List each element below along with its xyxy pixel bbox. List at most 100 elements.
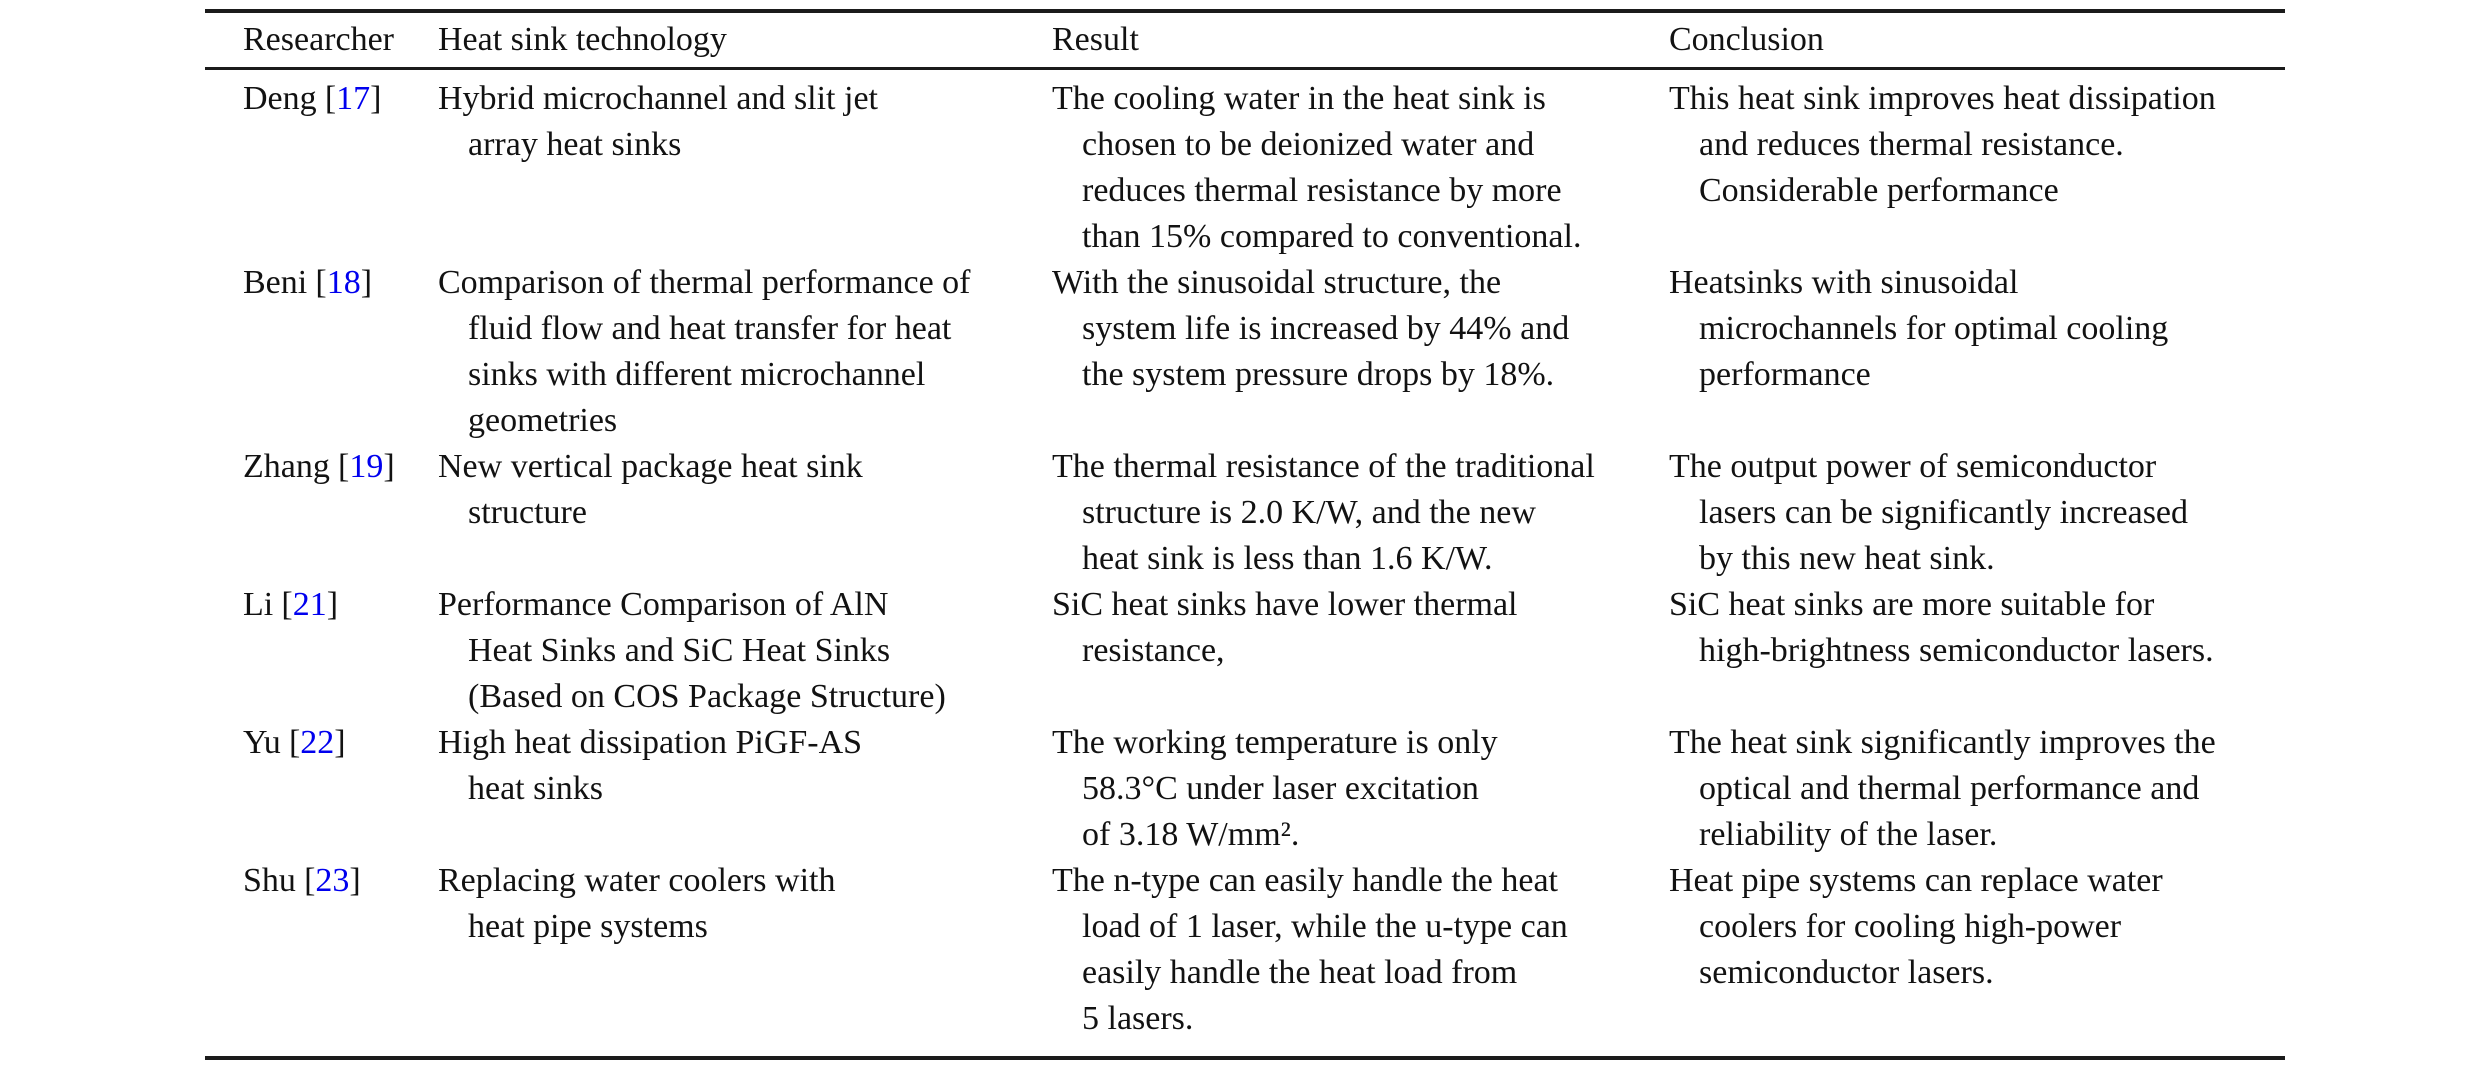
cell-text-line: reduces thermal resistance by more: [1082, 172, 1562, 209]
column-header-researcher: Researcher: [243, 21, 395, 58]
cell-text-line: SiC heat sinks are more suitable for: [1669, 586, 2155, 623]
result-cell: The thermal resistance of the traditiona…: [1052, 444, 1669, 582]
result-cell: SiC heat sinks have lower thermal resista…: [1052, 582, 1669, 674]
cell-text-line: 58.3°C under laser excitation: [1082, 770, 1479, 807]
cell-text-line: Performance Comparison of AlN: [438, 586, 889, 623]
researcher-cell: Beni [18]: [205, 260, 438, 306]
column-header-result: Result: [1052, 21, 1139, 58]
table-row: Shu [23] Replacing water coolers with heat…: [205, 858, 2285, 1042]
cell-text-line: array heat sinks: [468, 126, 682, 163]
researcher-name: Shu: [243, 862, 296, 899]
cell-text-line: The heat sink significantly improves the: [1669, 724, 2216, 761]
cell-text-line: The cooling water in the heat sink is: [1052, 80, 1546, 117]
cell-text-line: by this new heat sink.: [1699, 540, 1995, 577]
cell-text-line: chosen to be deionized water and: [1082, 126, 1535, 163]
cell-text-line: resistance,: [1082, 632, 1225, 669]
cell-text-line: performance: [1699, 356, 1871, 393]
ref-bracket-open: [: [288, 724, 301, 761]
researcher-cell: Li [21]: [205, 582, 438, 628]
ref-bracket-close: ]: [334, 724, 346, 761]
reference-link[interactable]: 19: [349, 448, 384, 485]
reference-citation: [17]: [325, 80, 382, 117]
reference-citation: [23]: [304, 862, 361, 899]
technology-cell: Performance Comparison of AlN Heat Sinks …: [438, 582, 1052, 720]
technology-cell: Comparison of thermal performance of flui…: [438, 260, 1052, 444]
table-row: Beni [18] Comparison of thermal performan…: [205, 260, 2285, 444]
cell-text-line: of 3.18 W/mm².: [1082, 816, 1300, 853]
column-header-technology: Heat sink technology: [438, 21, 727, 58]
cell-text-line: coolers for cooling high-power: [1699, 908, 2122, 945]
researcher-cell: Zhang [19]: [205, 444, 438, 490]
cell-text-line: and reduces thermal resistance.: [1699, 126, 2124, 163]
ref-bracket-open: [: [281, 586, 293, 623]
reference-citation: [19]: [338, 448, 395, 485]
technology-cell: Hybrid microchannel and slit jet array he…: [438, 76, 1052, 168]
cell-text-line: lasers can be significantly increased: [1699, 494, 2189, 531]
cell-text-line: New vertical package heat sink: [438, 448, 863, 485]
cell-text-line: (Based on COS Package Structure): [468, 678, 946, 715]
conclusion-cell: SiC heat sinks are more suitable for high…: [1669, 582, 2285, 674]
ref-bracket-close: ]: [383, 448, 395, 485]
result-cell: The cooling water in the heat sink is cho…: [1052, 76, 1669, 260]
cell-text-line: The n-type can easily handle the heat: [1052, 862, 1558, 899]
conclusion-cell: Heat pipe systems can replace water coole…: [1669, 858, 2285, 996]
cell-text-line: structure is 2.0 K/W, and the new: [1082, 494, 1536, 531]
cell-text-line: geometries: [468, 402, 618, 439]
technology-cell: New vertical package heat sink structure: [438, 444, 1052, 536]
cell-text-line: High heat dissipation PiGF-AS: [438, 724, 863, 761]
cell-text-line: load of 1 laser, while the u-type can: [1082, 908, 1568, 945]
ref-bracket-open: [: [324, 80, 337, 117]
table-body: Deng [17] Hybrid microchannel and slit je…: [205, 70, 2285, 1056]
result-cell: The working temperature is only 58.3°C un…: [1052, 720, 1669, 858]
researcher-cell: Shu [23]: [205, 858, 438, 904]
researcher-name: Li: [243, 586, 274, 623]
result-cell: The n-type can easily handle the heat loa…: [1052, 858, 1669, 1042]
cell-text-line: Heat pipe systems can replace water: [1669, 862, 2163, 899]
cell-text-line: easily handle the heat load from: [1082, 954, 1518, 991]
cell-text-line: The working temperature is only: [1052, 724, 1498, 761]
ref-bracket-open: [: [315, 264, 327, 301]
cell-text-line: Heat Sinks and SiC Heat Sinks: [468, 632, 891, 669]
table-row: Deng [17] Hybrid microchannel and slit je…: [205, 76, 2285, 260]
cell-text-line: Comparison of thermal performance of: [438, 264, 971, 301]
column-header-conclusion: Conclusion: [1669, 21, 1824, 58]
reference-link[interactable]: 18: [326, 264, 361, 301]
cell-text-line: The output power of semiconductor: [1669, 448, 2157, 485]
researcher-name: Beni: [243, 264, 308, 301]
reference-link[interactable]: 23: [315, 862, 350, 899]
conclusion-cell: This heat sink improves heat dissipation…: [1669, 76, 2285, 214]
reference-citation: [21]: [281, 586, 338, 623]
reference-link[interactable]: 22: [300, 724, 335, 761]
cell-text-line: With the sinusoidal structure, the: [1052, 264, 1502, 301]
table-row: Yu [22] High heat dissipation PiGF-AS heat…: [205, 720, 2285, 858]
ref-bracket-close: ]: [349, 862, 361, 899]
ref-bracket-close: ]: [360, 264, 373, 301]
ref-bracket-close: ]: [326, 586, 339, 623]
cell-text-line: sinks with different microchannel: [468, 356, 926, 393]
technology-cell: Replacing water coolers with heat pipe sy…: [438, 858, 1052, 950]
cell-text-line: semiconductor lasers.: [1699, 954, 1994, 991]
ref-bracket-open: [: [338, 448, 350, 485]
cell-text-line: the system pressure drops by 18%.: [1082, 356, 1555, 393]
cell-text-line: structure: [468, 494, 587, 531]
cell-text-line: than 15% compared to conventional.: [1082, 218, 1582, 255]
literature-review-table: Researcher Heat sink technology Result C…: [205, 9, 2285, 1060]
technology-cell: High heat dissipation PiGF-AS heat sinks: [438, 720, 1052, 812]
reference-citation: [22]: [289, 724, 346, 761]
cell-text-line: Hybrid microchannel and slit jet: [438, 80, 878, 117]
researcher-name: Yu: [243, 724, 281, 761]
cell-text-line: Replacing water coolers with: [438, 862, 836, 899]
cell-text-line: 5 lasers.: [1082, 1000, 1194, 1037]
table-row: Li [21] Performance Comparison of AlN Heat…: [205, 582, 2285, 720]
cell-text-line: fluid flow and heat transfer for heat: [468, 310, 952, 347]
reference-link[interactable]: 17: [336, 80, 371, 117]
reference-citation: [18]: [315, 264, 372, 301]
cell-text-line: Considerable performance: [1699, 172, 2059, 209]
ref-bracket-close: ]: [370, 80, 382, 117]
reference-link[interactable]: 21: [292, 586, 327, 623]
cell-text-line: heat pipe systems: [468, 908, 708, 945]
cell-text-line: optical and thermal performance and: [1699, 770, 2200, 807]
cell-text-line: heat sinks: [468, 770, 604, 807]
cell-text-line: The thermal resistance of the traditiona…: [1052, 448, 1595, 485]
conclusion-cell: The heat sink significantly improves the…: [1669, 720, 2285, 858]
